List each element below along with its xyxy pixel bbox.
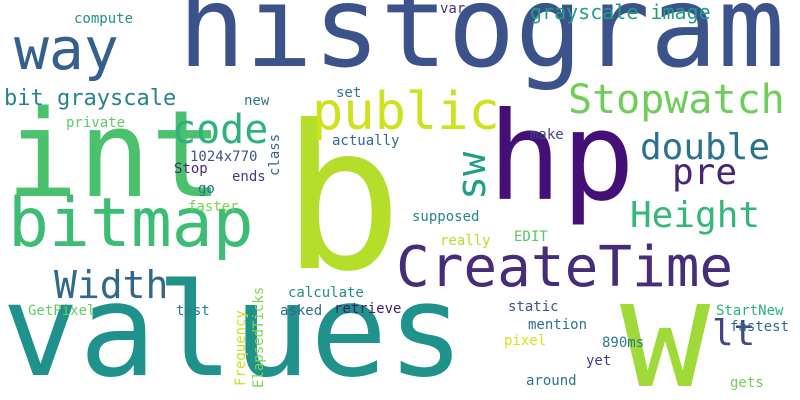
word-code: code bbox=[172, 107, 269, 153]
word-sw: sw bbox=[449, 151, 495, 200]
word-asked: asked bbox=[280, 303, 323, 319]
word-set: set bbox=[336, 85, 362, 101]
word-values: values bbox=[2, 257, 465, 400]
word-pre: pre bbox=[672, 152, 738, 193]
word-stop: Stop bbox=[174, 161, 208, 177]
word-gets: gets bbox=[730, 375, 764, 391]
word-bitmap: bitmap bbox=[8, 184, 254, 263]
word-pixel: pixel bbox=[504, 333, 547, 349]
word-lt: lt bbox=[712, 313, 756, 354]
word-int: int bbox=[6, 86, 223, 225]
word-height: Height bbox=[630, 195, 761, 236]
word-grayscale-image: grayscale image bbox=[530, 0, 711, 24]
word-ends: ends bbox=[232, 169, 266, 185]
word-retrieve: retrieve bbox=[334, 301, 402, 317]
word-stopwatch: Stopwatch bbox=[568, 77, 785, 123]
word-go: go bbox=[198, 181, 215, 197]
word-test: test bbox=[176, 303, 210, 319]
word-really: really bbox=[440, 233, 491, 249]
word-histogram: histogram bbox=[178, 0, 785, 93]
word-elapsedticks: ElapsedTicks bbox=[251, 286, 267, 388]
word-double: double bbox=[640, 127, 771, 168]
word-startnew: StartNew bbox=[716, 303, 784, 319]
word-public: public bbox=[312, 82, 500, 142]
word-actually: actually bbox=[332, 133, 400, 149]
word-make: make bbox=[530, 127, 564, 143]
word-around: around bbox=[526, 373, 577, 389]
word-supposed: supposed bbox=[412, 209, 480, 225]
word-frequency: Frequency bbox=[233, 310, 249, 386]
word-var: var bbox=[440, 1, 466, 17]
word-w: w bbox=[620, 248, 711, 400]
word-bit-grayscale: bit grayscale bbox=[4, 86, 177, 111]
word-createtime: CreateTime bbox=[396, 235, 734, 300]
word-way: way bbox=[14, 15, 119, 83]
word-width: Width bbox=[54, 263, 169, 307]
word-edit: EDIT bbox=[514, 229, 548, 245]
word-mention: mention bbox=[528, 317, 588, 333]
word-b: b bbox=[282, 83, 403, 316]
word-static: static bbox=[508, 299, 559, 315]
word-fastest: fastest bbox=[730, 319, 790, 335]
word-1024x770: 1024x770 bbox=[190, 149, 258, 165]
word-faster: faster bbox=[188, 199, 239, 215]
word-compute: compute bbox=[74, 11, 134, 27]
word-hp: hp bbox=[488, 86, 635, 228]
word-yet: yet bbox=[586, 353, 612, 369]
word-890ms: 890ms bbox=[602, 335, 645, 351]
word-class: class bbox=[267, 133, 283, 176]
word-getpixel: GetPixel bbox=[28, 303, 96, 319]
word-private: private bbox=[66, 115, 126, 131]
word-calculate: calculate bbox=[288, 285, 364, 301]
word-new: new bbox=[244, 93, 270, 109]
